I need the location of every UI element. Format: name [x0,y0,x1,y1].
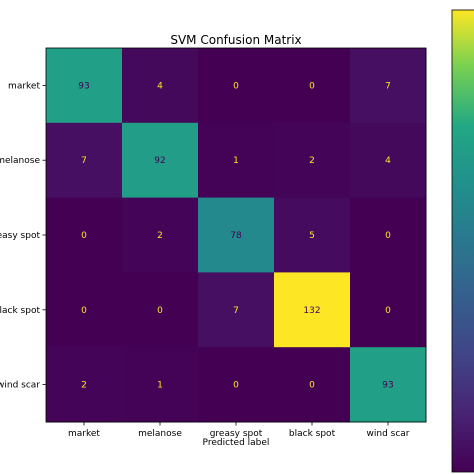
cell-value-label: 7 [233,306,239,316]
heatmap-cell [122,272,199,348]
heatmap-cell [46,347,123,423]
colorbar-gradient [452,10,474,472]
x-tick-label: black spot [289,429,336,439]
heatmap-cell [198,48,275,124]
cell-value-label: 0 [81,306,87,316]
cell-value-label: 93 [78,81,89,91]
heatmap-cell [350,197,427,273]
cell-value-label: 7 [385,81,391,91]
heatmap-cell [122,122,199,199]
cell-value-label: 0 [81,231,87,241]
cell-value-label: 92 [154,156,165,166]
cell-value-label: 7 [81,156,87,166]
cell-value-label: 5 [309,231,315,241]
cell-value-label: 0 [385,306,391,316]
cell-value-label: 4 [157,81,163,91]
cell-value-label: 2 [81,381,87,391]
y-tick-label: lack spot [0,306,40,316]
cell-value-label: 0 [385,231,391,241]
heatmap-cell [350,272,427,348]
heatmap-cell [350,122,427,199]
chart-title: SVM Confusion Matrix [170,33,301,47]
heatmap-cell [198,122,275,199]
heatmap-cell [46,197,123,273]
y-tick-label: easy spot [0,231,40,241]
cell-value-label: 0 [309,81,315,91]
cell-value-label: 1 [157,381,163,391]
cell-value-label: 132 [303,306,320,316]
y-tick-label: melanose [0,156,40,166]
cell-value-label: 4 [385,156,391,166]
heatmap-cell [274,272,351,348]
colorbar [451,9,474,473]
cell-value-label: 1 [233,156,239,166]
cell-value-label: 0 [233,81,239,91]
heatmap-cell [122,48,199,124]
cell-value-label: 0 [309,381,315,391]
cell-value-label: 2 [157,231,163,241]
y-tick-label: market [8,81,40,91]
x-axis-label: Predicted label [203,438,270,448]
heatmap-cell [46,122,123,199]
heatmap-cell [198,347,275,423]
heatmap-cell [198,197,275,273]
y-axis-ticks: market melanose easy spot lack spot wind sca… [0,81,46,391]
x-tick-label: greasy spot [210,429,263,439]
heatmap-cell [274,347,351,423]
y-tick-label: wind scar [0,381,40,391]
x-axis-ticks: market melanose greasy spot black spot wind … [68,422,410,439]
cell-value-label: 0 [233,381,239,391]
heatmap-cell [198,272,275,348]
heatmap-cell [350,347,427,423]
cell-value-label: 0 [157,306,163,316]
cell-value-label: 78 [230,231,242,241]
heatmap-cell [274,197,351,273]
heatmap-cell [350,48,427,124]
heatmap-cell [46,272,123,348]
heatmap-cells: 93 4 0 0 7 7 92 1 2 4 0 2 78 5 0 0 0 7 132 0 2 1 0 0 93 [46,48,427,423]
x-tick-label: market [68,429,100,439]
x-tick-label: melanose [138,429,182,439]
heatmap-cell [122,197,199,273]
colorbar-frame [451,9,474,473]
heatmap-cell [122,347,199,423]
heatmap-cell [274,48,351,124]
cell-value-label: 2 [309,156,315,166]
cell-value-label: 93 [382,381,393,391]
heatmap-cell [274,122,351,199]
x-tick-label: wind scar [367,429,410,439]
heatmap-cell [46,48,123,124]
